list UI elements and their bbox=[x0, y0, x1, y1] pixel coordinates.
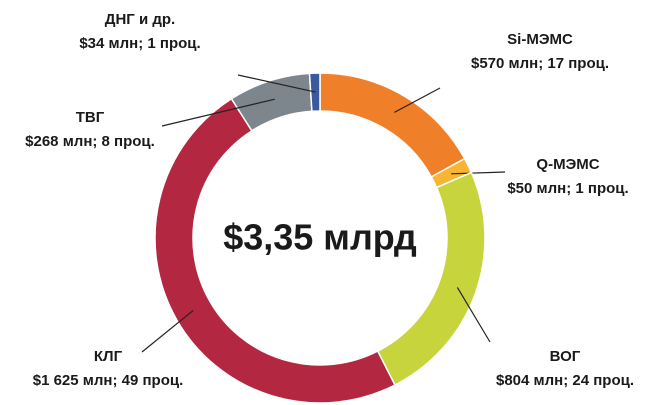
category-label: ТВГ bbox=[76, 109, 105, 126]
value-label: $50 млн; 1 проц. bbox=[507, 180, 628, 197]
leader-line bbox=[237, 74, 316, 93]
leader-line bbox=[394, 87, 441, 113]
donut-segment bbox=[319, 72, 466, 178]
value-label: $804 млн; 24 проц. bbox=[496, 372, 634, 389]
value-label: $34 млн; 1 проц. bbox=[79, 35, 200, 52]
donut-segment bbox=[154, 97, 396, 404]
category-label: КЛГ bbox=[94, 348, 123, 365]
leader-line bbox=[141, 309, 194, 353]
category-label: Si-МЭМС bbox=[507, 31, 573, 48]
donut-segment bbox=[376, 171, 486, 387]
leader-line bbox=[451, 171, 506, 175]
value-label: $1 625 млн; 49 проц. bbox=[33, 372, 184, 389]
leader-line bbox=[161, 98, 275, 127]
center-label: $3,35 млрд bbox=[223, 217, 417, 258]
value-label: $570 млн; 17 проц. bbox=[471, 55, 609, 72]
category-label: ВОГ bbox=[550, 348, 581, 365]
value-label: $268 млн; 8 проц. bbox=[25, 133, 155, 150]
category-label: ДНГ и др. bbox=[105, 11, 175, 28]
category-label: Q-МЭМС bbox=[536, 156, 599, 173]
leader-line bbox=[456, 287, 491, 343]
